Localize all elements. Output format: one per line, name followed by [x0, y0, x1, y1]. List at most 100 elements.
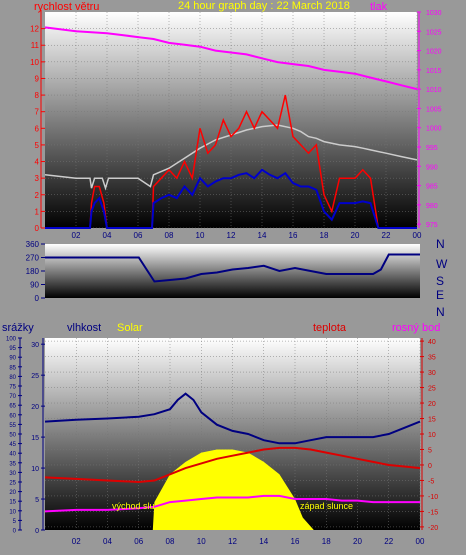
- rain-y-tick-label: 25: [9, 481, 16, 487]
- humidity-y-tick-label: 10: [31, 466, 39, 473]
- temp-y-tick-label: 5: [428, 447, 432, 454]
- humidity-y-tick-label: 25: [31, 373, 39, 380]
- lower-x-tick-label: 20: [353, 537, 362, 546]
- pressure-y-tick-label: 1030: [426, 10, 442, 17]
- temp-y-tick-label: -5: [428, 478, 434, 485]
- rain-y-tick-label: 100: [6, 337, 17, 343]
- rain-y-tick-label: 90: [9, 356, 16, 362]
- rain-y-tick-label: 55: [9, 423, 16, 429]
- temp-y-tick-label: 30: [428, 370, 436, 377]
- pressure-y-tick-label: 975: [426, 222, 438, 229]
- rain-y-tick-label: 70: [9, 394, 16, 400]
- rain-y-tick-label: 10: [9, 509, 16, 515]
- humidity-y-tick-label: 15: [31, 435, 39, 442]
- temp-y-tick-label: 25: [428, 386, 436, 393]
- wind-y-tick-label: 1: [35, 207, 40, 216]
- temp-y-tick-label: -15: [428, 509, 438, 516]
- wind-y-tick-label: 7: [35, 108, 40, 117]
- wind-panel-series: [44, 26, 418, 229]
- direction-panel-series: [41, 243, 420, 299]
- rain-y-tick-label: 40: [9, 452, 16, 458]
- wind-y-tick-label: 12: [30, 25, 39, 34]
- pressure-y-tick-label: 1020: [426, 49, 442, 56]
- pressure-y-tick-label: 1015: [426, 68, 442, 75]
- pressure-y-tick-label: 980: [426, 203, 438, 210]
- wind-x-tick-label: 20: [351, 231, 360, 240]
- rain-y-tick-label: 95: [9, 346, 16, 352]
- chart-title: 24 hour graph day : 22 March 2018: [178, 0, 350, 12]
- compass-n-bottom: N: [436, 305, 445, 319]
- rain-y-tick-label: 80: [9, 375, 16, 381]
- wind-y-tick-label: 9: [35, 74, 40, 83]
- humidity-y-tick-label: 30: [31, 342, 39, 349]
- compass-w: W: [436, 257, 448, 271]
- solar-label: Solar: [117, 322, 143, 334]
- pressure-line: [44, 26, 418, 91]
- rain-y-tick-label: 60: [9, 413, 16, 419]
- wind-x-tick-label: 10: [196, 231, 205, 240]
- dewpoint-label: rosný bod: [392, 322, 440, 334]
- rain-y-tick-label: 45: [9, 442, 16, 448]
- wind-x-tick-label: 18: [320, 231, 329, 240]
- lower-x-tick-label: 00: [416, 537, 425, 546]
- wind-panel-grid: [40, 10, 421, 229]
- pressure-label: tlak: [370, 1, 388, 13]
- wind-y-tick-label: 8: [35, 91, 40, 100]
- pressure-y-tick-label: 1025: [426, 29, 442, 36]
- wind-direction-line: [45, 253, 420, 283]
- rain-y-tick-label: 30: [9, 471, 16, 477]
- lower-panel-series: [44, 392, 421, 530]
- wind-y-tick-label: 4: [35, 158, 40, 167]
- lower-x-tick-label: 18: [322, 537, 331, 546]
- wind-x-tick-label: 12: [227, 231, 236, 240]
- lower-x-tick-label: 14: [259, 537, 268, 546]
- rain-label: srážky: [2, 322, 34, 334]
- rain-y-tick-label: 20: [9, 490, 16, 496]
- humidity-label: vlhkost: [67, 322, 101, 334]
- dewpoint-line: [44, 494, 420, 513]
- wind-x-tick-label: 08: [165, 231, 174, 240]
- temp-y-tick-label: -10: [428, 494, 438, 501]
- lower-x-tick-label: 10: [197, 537, 206, 546]
- humidity-line: [44, 392, 421, 445]
- humidity-y-tick-label: 5: [35, 497, 39, 504]
- wind-x-tick-label: 04: [103, 231, 112, 240]
- solar-area: [152, 449, 314, 530]
- rain-y-tick-label: 5: [13, 519, 17, 525]
- axis-tick-labels: 02 04 06 08 10 12 14 16 18 20 22 000123456789101112…: [6, 10, 442, 546]
- lower-x-tick-label: 02: [72, 537, 81, 546]
- direction-y-tick-label: 360: [26, 240, 40, 249]
- compass-n-top: N: [436, 237, 445, 251]
- temperature-label: teplota: [313, 322, 347, 334]
- pressure-y-tick-label: 1000: [426, 126, 442, 133]
- pressure-y-tick-label: 1005: [426, 106, 442, 113]
- temp-y-tick-label: -20: [428, 525, 438, 532]
- wind-y-tick-label: 3: [35, 174, 40, 183]
- wind-y-tick-label: 6: [35, 124, 40, 133]
- rain-y-tick-label: 35: [9, 461, 16, 467]
- sunrise-label: východ slu: [112, 501, 155, 511]
- direction-panel-plot: [45, 244, 420, 298]
- wind-speed-label: rychlost větru: [34, 1, 99, 13]
- wind-y-tick-label: 2: [35, 191, 40, 200]
- lower-x-tick-label: 16: [291, 537, 300, 546]
- humidity-y-tick-label: 0: [35, 528, 39, 535]
- wind-x-tick-label: 16: [289, 231, 298, 240]
- temp-y-tick-label: 10: [428, 432, 436, 439]
- wind-x-tick-label: 00: [413, 231, 422, 240]
- direction-y-tick-label: 90: [30, 281, 39, 290]
- temp-y-tick-label: 40: [428, 339, 436, 346]
- wind-y-tick-label: 10: [30, 58, 39, 67]
- direction-y-tick-label: 180: [26, 267, 40, 276]
- temp-y-tick-label: 0: [428, 463, 432, 470]
- sunset-label: západ slunce: [300, 501, 353, 511]
- lower-x-tick-label: 06: [134, 537, 143, 546]
- rain-y-tick-label: 65: [9, 404, 16, 410]
- wind-y-tick-label: 11: [31, 41, 40, 50]
- compass-e: E: [436, 288, 444, 302]
- direction-y-tick-label: 270: [26, 254, 40, 263]
- rain-y-tick-label: 0: [13, 529, 17, 535]
- pressure-y-tick-label: 990: [426, 164, 438, 171]
- humidity-y-tick-label: 20: [31, 404, 39, 411]
